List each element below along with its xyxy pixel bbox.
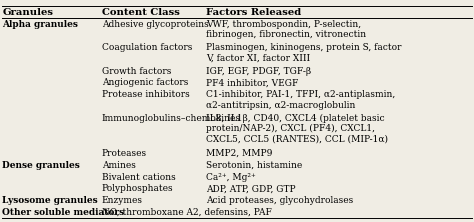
Text: MMP2, MMP9: MMP2, MMP9 [206,149,273,158]
Text: Alpha granules: Alpha granules [2,20,78,29]
Text: VWF, thrombospondin, P-selectin,
fibrinogen, fibronectin, vitronectin: VWF, thrombospondin, P-selectin, fibrino… [206,20,366,39]
Text: Bivalent cations: Bivalent cations [102,173,176,182]
Text: Plasminogen, kininogens, protein S, factor
V, factor XI, factor XIII: Plasminogen, kininogens, protein S, fact… [206,43,401,63]
Text: Protease inhibitors: Protease inhibitors [102,90,190,99]
Text: Factors Released: Factors Released [206,8,301,18]
Text: Other soluble mediators: Other soluble mediators [2,208,125,217]
Text: PF4 inhibitor, VEGF: PF4 inhibitor, VEGF [206,78,299,87]
Text: Lysosome granules: Lysosome granules [2,196,98,205]
Text: Ca²⁺, Mg²⁺: Ca²⁺, Mg²⁺ [206,173,256,182]
Text: Acid proteases, glycohydrolases: Acid proteases, glycohydrolases [206,196,354,205]
Text: ADP, ATP, GDP, GTP: ADP, ATP, GDP, GTP [206,184,296,193]
Text: Immunoglobulins–chemokines: Immunoglobulins–chemokines [102,114,241,123]
Text: Amines: Amines [102,161,136,170]
Text: Content Class: Content Class [102,8,180,18]
Text: Granules: Granules [2,8,54,18]
Text: Proteases: Proteases [102,149,147,158]
Text: Coagulation factors: Coagulation factors [102,43,192,52]
Text: NO, thromboxane A2, defensins, PAF: NO, thromboxane A2, defensins, PAF [102,208,272,217]
Text: Serotonin, histamine: Serotonin, histamine [206,161,302,170]
Text: C1-inhibitor, PAI-1, TFPI, α2-antiplasmin,
α2-antitripsin, α2-macroglobulin: C1-inhibitor, PAI-1, TFPI, α2-antiplasmi… [206,90,395,110]
Text: Dense granules: Dense granules [2,161,80,170]
Text: Adhesive glycoproteins: Adhesive glycoproteins [102,20,209,29]
Text: IGF, EGF, PDGF, TGF-β: IGF, EGF, PDGF, TGF-β [206,67,311,76]
Text: Polyphosphates: Polyphosphates [102,184,173,193]
Text: Enzymes: Enzymes [102,196,143,205]
Text: IL8, IL1β, CD40, CXCL4 (platelet basic
protein/NAP-2), CXCL (PF4), CXCL1,
CXCL5,: IL8, IL1β, CD40, CXCL4 (platelet basic p… [206,114,388,144]
Text: Angiogenic factors: Angiogenic factors [102,78,188,87]
Text: Growth factors: Growth factors [102,67,171,76]
